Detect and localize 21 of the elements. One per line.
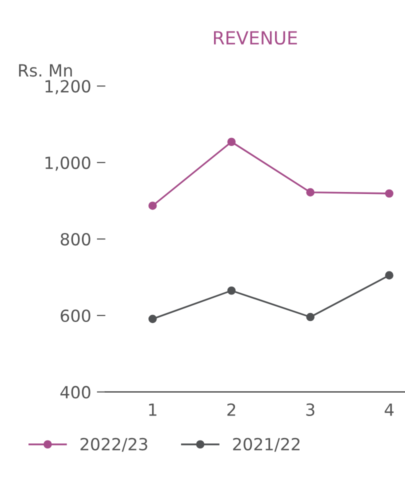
y-tick-label: 1,200: [46, 80, 90, 94]
y-axis-title: Rs. Mn: [19, 64, 72, 77]
x-tick-label: 2: [227, 403, 236, 416]
y-tick-label: 600: [60, 309, 90, 322]
point: [306, 188, 315, 197]
point: [385, 271, 394, 280]
x-tick-label: 3: [306, 403, 314, 416]
point: [227, 286, 236, 295]
point: [306, 312, 315, 322]
legend-label: 2021/22: [233, 438, 300, 452]
point: [148, 202, 157, 210]
y-tick-label: 400: [60, 386, 90, 399]
chart-title: REVENUE: [214, 31, 297, 45]
point: [385, 189, 394, 198]
x-tick-label: 1: [149, 404, 156, 416]
x-tick-label: 4: [384, 404, 394, 416]
point: [148, 314, 157, 324]
y-tick-label: 800: [60, 232, 90, 246]
y-tick-label: 1,000: [46, 156, 90, 171]
point: [227, 138, 236, 146]
legend-label: 2022/23: [80, 438, 148, 452]
